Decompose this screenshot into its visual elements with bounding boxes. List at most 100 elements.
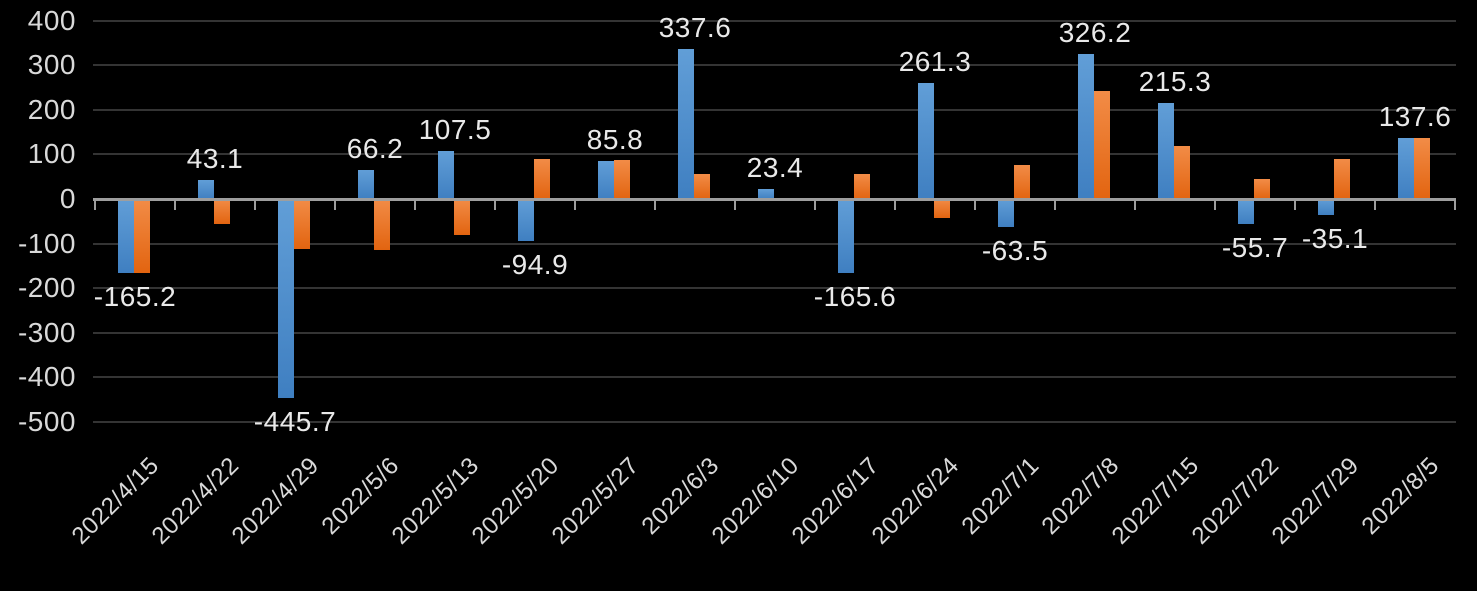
- bar-orange-series: [214, 199, 230, 224]
- x-axis-tick: [1054, 199, 1056, 210]
- y-axis-tick-label: 300: [27, 49, 76, 81]
- bar-orange-series: [374, 199, 390, 251]
- data-label: 107.5: [418, 114, 492, 146]
- data-label: 66.2: [346, 132, 404, 164]
- x-axis-category-label: 2022/5/27: [546, 452, 645, 550]
- bar-blue-series: [758, 188, 774, 199]
- bar-blue-series: [278, 199, 294, 398]
- y-axis-tick-label: -100: [17, 227, 76, 259]
- x-axis-category-label: 2022/6/17: [786, 452, 885, 550]
- y-axis-tick-label: 0: [59, 183, 76, 214]
- y-axis-tick-label: -500: [17, 405, 76, 437]
- bar-blue-series: [678, 48, 694, 199]
- gridline: [93, 64, 1456, 67]
- x-axis-tick: [734, 199, 736, 210]
- y-axis-tick-label: 100: [27, 138, 76, 170]
- x-axis-category-label: 2022/6/24: [866, 452, 965, 550]
- x-axis-tick: [1294, 199, 1296, 210]
- data-label: -165.6: [813, 280, 897, 312]
- bar-orange-series: [694, 174, 710, 199]
- x-axis-tick: [254, 199, 256, 210]
- x-axis-tick: [494, 199, 496, 210]
- gridline: [93, 287, 1456, 290]
- bar-orange-series: [1254, 178, 1270, 199]
- bar-orange-series: [294, 199, 310, 250]
- bar-blue-series: [198, 179, 214, 199]
- gridline: [93, 153, 1456, 156]
- bar-orange-series: [1174, 145, 1190, 199]
- x-axis-tick: [574, 199, 576, 210]
- x-axis-tick: [1134, 199, 1136, 210]
- bar-blue-series: [118, 199, 134, 273]
- data-label: 326.2: [1058, 16, 1132, 48]
- bar-orange-series: [854, 173, 870, 199]
- gridline: [93, 376, 1456, 379]
- bar-blue-series: [838, 199, 854, 273]
- data-label: -35.1: [1301, 222, 1369, 254]
- x-axis-tick: [1454, 199, 1456, 210]
- x-axis-tick: [414, 199, 416, 210]
- data-label: -55.7: [1221, 231, 1289, 263]
- data-label: 85.8: [586, 123, 644, 155]
- bar-orange-series: [934, 199, 950, 219]
- bar-blue-series: [998, 199, 1014, 228]
- bar-orange-series: [614, 160, 630, 199]
- data-label: -94.9: [501, 249, 569, 281]
- bar-orange-series: [1414, 137, 1430, 199]
- x-axis-category-label: 2022/7/29: [1266, 452, 1365, 550]
- bar-blue-series: [1158, 103, 1174, 199]
- x-axis-tick: [1374, 199, 1376, 210]
- data-label: 337.6: [658, 11, 732, 43]
- x-axis-category-label: 2022/5/20: [466, 452, 565, 550]
- x-axis-tick: [814, 199, 816, 210]
- bar-blue-series: [1318, 199, 1334, 215]
- x-axis-tick: [1214, 199, 1216, 210]
- bar-blue-series: [358, 169, 374, 199]
- gridline: [93, 19, 1456, 22]
- data-label: 43.1: [186, 142, 244, 174]
- x-axis-category-label: 2022/7/1: [956, 452, 1045, 540]
- y-axis-tick-label: -200: [17, 272, 76, 304]
- x-axis-category-label: 2022/8/5: [1356, 452, 1445, 540]
- gridline: [93, 331, 1456, 334]
- bar-blue-series: [1398, 137, 1414, 199]
- data-label: 215.3: [1138, 66, 1212, 98]
- y-axis-tick-label: 400: [27, 4, 76, 36]
- y-axis-tick-label: 200: [27, 93, 76, 125]
- bar-blue-series: [1238, 199, 1254, 224]
- bar-blue-series: [1078, 53, 1094, 199]
- bar-orange-series: [1334, 158, 1350, 199]
- bar-blue-series: [918, 82, 934, 199]
- data-label: 137.6: [1378, 100, 1452, 132]
- x-axis-tick: [94, 199, 96, 210]
- x-axis-category-label: 2022/7/22: [1186, 452, 1285, 550]
- x-axis-line: [93, 197, 1456, 201]
- x-axis-category-label: 2022/4/29: [226, 452, 325, 550]
- bar-orange-series: [134, 199, 150, 273]
- x-axis-category-label: 2022/4/22: [146, 452, 245, 550]
- gridline: [93, 242, 1456, 245]
- x-axis-tick: [334, 199, 336, 210]
- x-axis-tick: [654, 199, 656, 210]
- x-axis-tick: [974, 199, 976, 210]
- data-label: -63.5: [981, 235, 1049, 267]
- bar-orange-series: [454, 199, 470, 235]
- bar-orange-series: [1014, 165, 1030, 199]
- bar-blue-series: [598, 160, 614, 199]
- x-axis-tick: [174, 199, 176, 210]
- y-axis-tick-label: -400: [17, 361, 76, 393]
- data-label: 261.3: [898, 45, 972, 77]
- bar-blue-series: [518, 199, 534, 242]
- gridline: [93, 108, 1456, 111]
- gridline: [93, 420, 1456, 423]
- data-label: -165.2: [93, 280, 177, 312]
- x-axis-category-label: 2022/4/15: [66, 452, 165, 550]
- data-label: 23.4: [746, 151, 804, 183]
- y-axis-tick-label: -300: [17, 316, 76, 348]
- bar-orange-series: [1094, 90, 1110, 199]
- bar-orange-series: [534, 158, 550, 199]
- data-label: -445.7: [253, 405, 337, 437]
- x-axis-tick: [894, 199, 896, 210]
- bar-blue-series: [438, 151, 454, 199]
